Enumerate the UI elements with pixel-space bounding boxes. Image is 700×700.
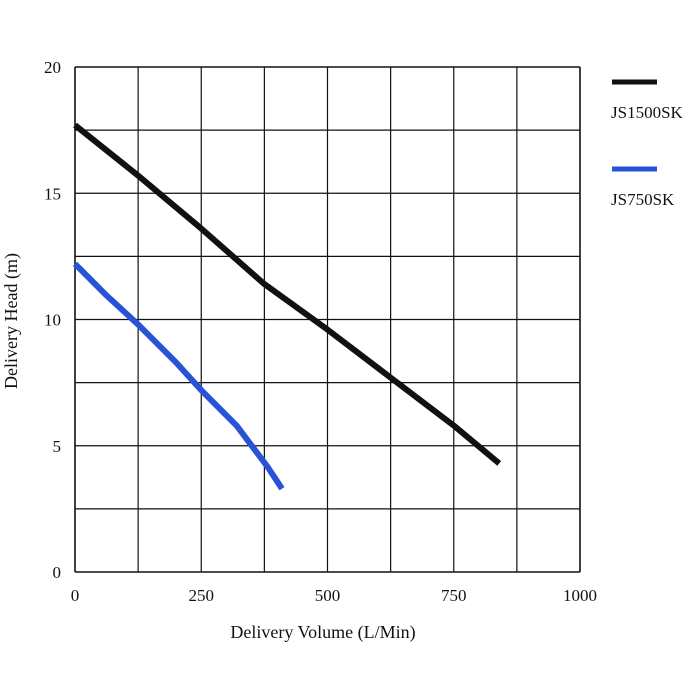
series-layer [72, 122, 502, 491]
y-tick-label: 20 [44, 58, 61, 77]
x-axis-label: Delivery Volume (L/Min) [230, 622, 415, 643]
y-tick-label: 0 [53, 563, 62, 582]
series-line-js1500sk [73, 122, 502, 466]
x-tick-label: 250 [189, 586, 215, 605]
tick-label-layer: 0 250 500 750 1000 0 5 10 15 20 [44, 58, 597, 605]
y-tick-label: 15 [44, 184, 61, 203]
legend: JS1500SK JS750SK [611, 79, 684, 209]
x-tick-label: 750 [441, 586, 467, 605]
y-tick-label: 5 [53, 437, 62, 456]
x-tick-label: 0 [71, 586, 80, 605]
legend-label-js750sk: JS750SK [611, 190, 675, 209]
grid-layer [74, 66, 581, 573]
y-tick-label: 10 [44, 311, 61, 330]
series-line-js750sk [72, 261, 285, 491]
x-tick-label: 1000 [563, 586, 597, 605]
x-tick-label: 500 [315, 586, 341, 605]
y-axis-label: Delivery Head (m) [1, 253, 22, 389]
legend-label-js1500sk: JS1500SK [611, 103, 684, 122]
